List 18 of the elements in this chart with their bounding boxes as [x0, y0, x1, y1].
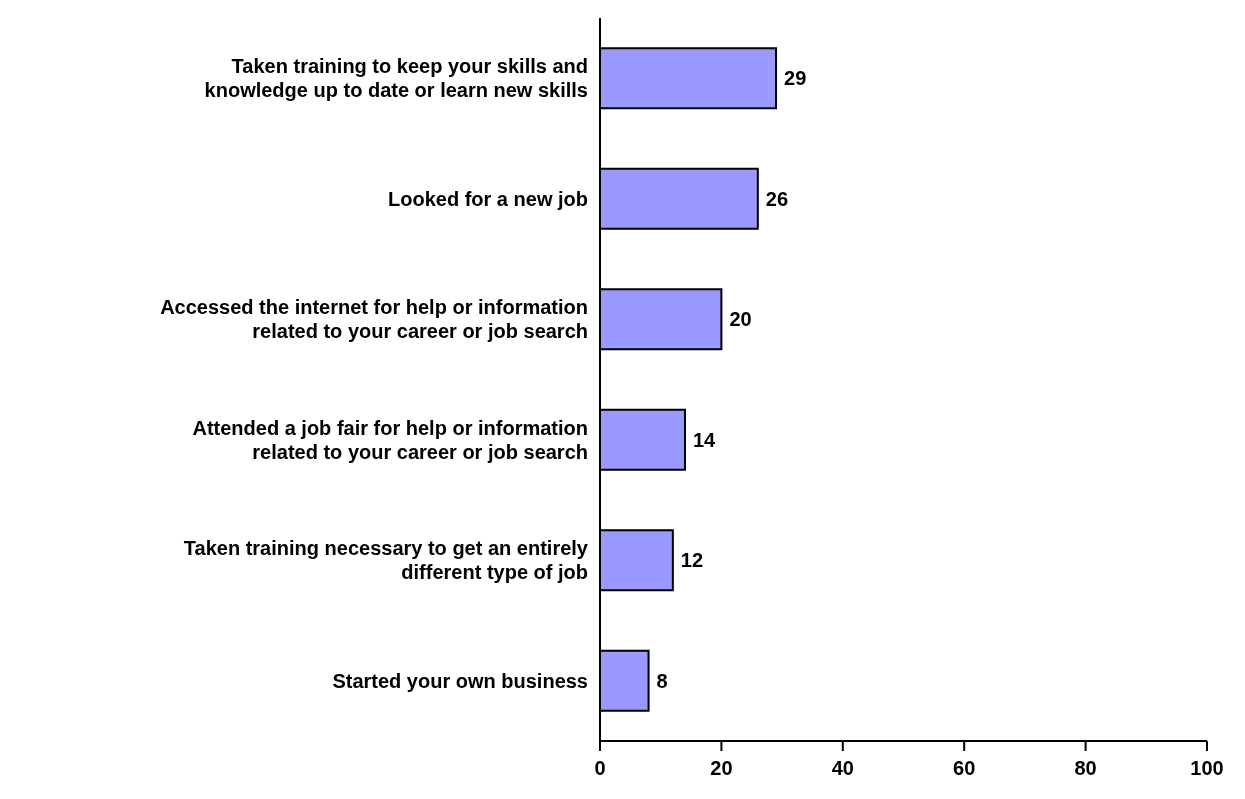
x-tick-label: 80: [1074, 757, 1097, 780]
y-tick-label: Accessed the internet for help or information related to your career or job search: [160, 296, 588, 343]
y-tick-label: Taken training to keep your skills and knowledge up to date or learn new skills: [204, 55, 588, 102]
x-tick-label: 0: [594, 757, 606, 780]
data-label: 26: [765, 187, 789, 210]
y-tick-label: Started your own business: [332, 669, 588, 692]
y-tick-label: Attended a job fair for help or information related to your career or job search: [192, 416, 588, 463]
y-tick-label: Looked for a new job: [387, 187, 588, 210]
x-tick-label: 100: [1190, 757, 1224, 780]
y-tick-label: Taken training necessary to get an entirely different type of job: [183, 537, 589, 584]
data-label: 8: [656, 669, 668, 692]
data-label: 29: [784, 67, 807, 90]
x-tick-label: 40: [831, 757, 854, 780]
x-tick-label: 20: [710, 757, 733, 780]
data-label: 14: [692, 428, 717, 451]
data-label: 12: [680, 549, 704, 572]
data-label: 20: [729, 308, 752, 331]
x-tick-label: 60: [953, 757, 976, 780]
